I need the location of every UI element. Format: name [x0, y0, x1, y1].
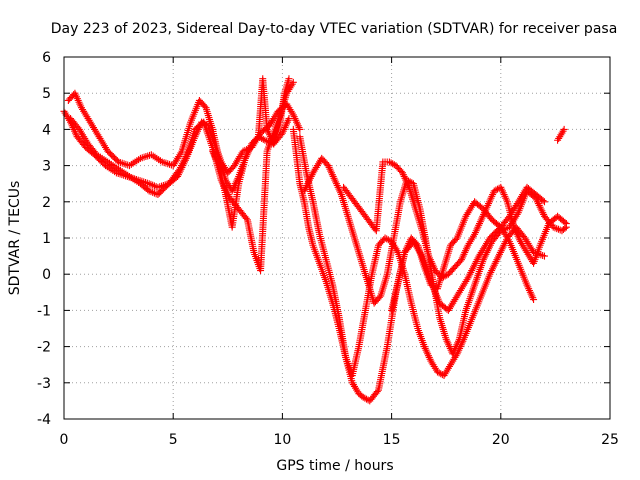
data-point-marker — [146, 151, 154, 159]
data-point-marker — [242, 214, 250, 222]
series-track-8 — [340, 158, 570, 282]
x-tick-label: 25 — [601, 432, 619, 448]
data-point-marker — [261, 136, 269, 144]
data-point-marker — [389, 160, 397, 168]
data-point-marker — [561, 224, 569, 232]
x-tick-label: 20 — [492, 432, 510, 448]
x-axis-label: GPS time / hours — [276, 458, 393, 474]
y-tick-label: 1 — [42, 231, 51, 247]
data-point-marker — [150, 182, 158, 190]
tick-layer: 0 5 10 15 20 25 -4 -3 -2 -1 0 1 2 3 4 5 6 — [37, 50, 619, 448]
data-point-marker — [145, 180, 153, 188]
series-track-9 — [388, 183, 548, 314]
y-tick-label: 3 — [42, 159, 51, 175]
data-point-marker — [164, 160, 172, 168]
data-point-marker — [296, 125, 304, 133]
data-point-marker — [285, 75, 293, 83]
data-point-marker — [124, 161, 132, 169]
y-tick-label: 4 — [42, 122, 51, 138]
data-point-marker — [149, 181, 157, 189]
data-point-marker — [160, 159, 168, 167]
data-point-marker — [373, 388, 381, 396]
chart-title: Day 223 of 2023, Sidereal Day-to-day VTE… — [51, 21, 618, 37]
y-tick-label: 5 — [42, 86, 51, 102]
data-point-marker — [530, 296, 538, 304]
data-point-marker — [561, 218, 569, 226]
data-point-marker — [152, 190, 160, 198]
data-point-marker — [138, 154, 146, 162]
data-point-marker — [142, 153, 150, 161]
series-track-4 — [209, 75, 293, 231]
series-track-2 — [64, 89, 293, 195]
y-axis-label: SDTVAR / TECUs — [7, 181, 23, 296]
y-tick-label: 0 — [42, 267, 51, 283]
data-point-marker — [149, 188, 157, 196]
data-point-marker — [253, 134, 261, 142]
data-point-marker — [285, 115, 293, 123]
data-point-marker — [147, 188, 155, 196]
y-tick-label: -1 — [37, 303, 51, 319]
data-point-marker — [549, 223, 557, 231]
y-tick-label: -2 — [37, 340, 51, 356]
data-point-marker — [551, 224, 559, 232]
data-point-marker — [147, 180, 155, 188]
data-point-marker — [145, 187, 153, 195]
data-layer — [60, 75, 570, 405]
x-tick-label: 0 — [60, 432, 69, 448]
data-point-marker — [539, 197, 547, 205]
y-tick-label: 2 — [42, 195, 51, 211]
y-tick-label: 6 — [42, 50, 51, 66]
data-point-marker — [540, 198, 548, 206]
data-point-marker — [120, 160, 128, 168]
data-point-marker — [562, 220, 570, 228]
data-point-marker — [259, 135, 267, 143]
series-track-10 — [554, 125, 568, 144]
x-tick-label: 15 — [383, 432, 401, 448]
y-tick-label: -4 — [37, 412, 51, 428]
x-tick-label: 5 — [169, 432, 178, 448]
data-point-marker — [364, 396, 372, 404]
y-tick-label: -3 — [37, 376, 51, 392]
data-point-marker — [502, 225, 510, 233]
x-tick-label: 10 — [273, 432, 291, 448]
data-point-marker — [540, 252, 548, 260]
data-point-marker — [560, 125, 568, 133]
series-track-7 — [300, 154, 570, 358]
data-point-marker — [553, 225, 561, 233]
